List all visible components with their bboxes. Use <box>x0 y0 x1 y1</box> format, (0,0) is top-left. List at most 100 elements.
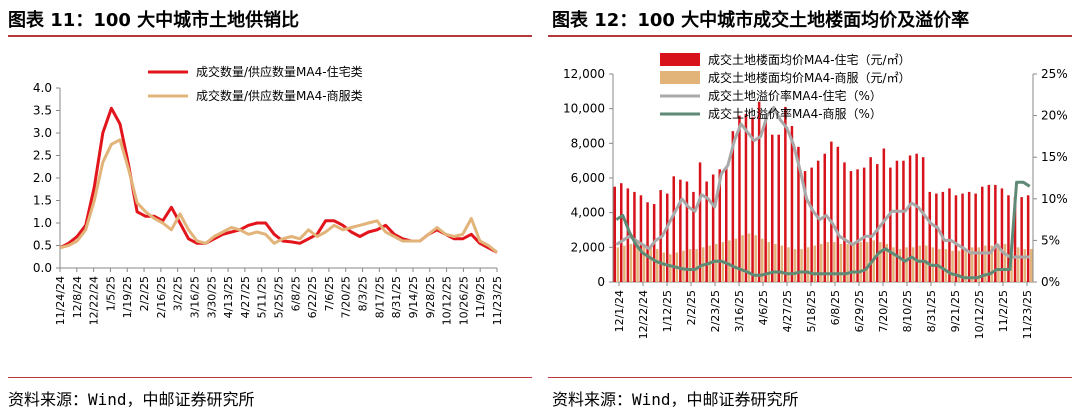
bar-commercial <box>715 243 718 282</box>
bar-residential <box>843 162 846 282</box>
land-supply-sales-ratio-chart: 0.0 0.5 1.0 1.5 2.0 2.5 3.0 3.5 4.0 11/24/24 12/8/… <box>33 64 504 325</box>
x-tick-label: 6/22/25 <box>306 276 319 318</box>
x-tick-label: 12/8/24 <box>71 276 84 318</box>
bar-residential <box>981 186 984 282</box>
x-tick-label: 9/21/25 <box>949 290 962 332</box>
x-tick-label: 8/31/25 <box>925 290 938 332</box>
bar-commercial <box>826 242 830 282</box>
y-tick-label: 0.0 <box>33 261 52 275</box>
bar-commercial <box>898 249 902 282</box>
bar-residential <box>790 126 794 282</box>
legend-label: 成交土地楼面均价MA4-商服（元/㎡） <box>708 70 911 85</box>
bar-commercial <box>1016 247 1020 282</box>
y-tick-label: 1.5 <box>33 194 52 208</box>
x-tick-label: 7/20/25 <box>340 276 353 318</box>
x-tick-label: 8/31/25 <box>390 276 403 318</box>
y-tick-label: 1.0 <box>33 216 52 230</box>
x-tick-label: 4/13/25 <box>222 276 235 318</box>
bar-commercial <box>636 242 639 282</box>
source-divider <box>548 377 1072 378</box>
bar-residential <box>639 195 643 282</box>
x-tick-label: 7/20/25 <box>877 290 890 332</box>
y-tick-label: 8,000 <box>571 136 605 150</box>
bar-commercial <box>944 249 948 282</box>
bar-commercial <box>977 247 980 282</box>
bar-residential <box>613 186 616 282</box>
y2-tick-label: 20% <box>1041 109 1068 123</box>
bar-commercial <box>885 243 889 282</box>
bar-residential <box>725 167 728 282</box>
y-tick-label: 4.0 <box>33 81 52 95</box>
bar-commercial <box>839 243 843 282</box>
bar-commercial <box>767 242 770 282</box>
bar-commercial <box>800 249 803 282</box>
y-tick-label: 2,000 <box>571 240 605 254</box>
bar-commercial <box>728 240 731 282</box>
y2-tick-label: 15% <box>1041 150 1068 164</box>
x-tick-label: 2/2/25 <box>138 276 151 311</box>
bar-residential <box>626 188 630 282</box>
bar-commercial <box>964 249 967 282</box>
x-tick-label: 1/5/25 <box>104 276 117 311</box>
bar-commercial <box>669 254 672 282</box>
bar-residential <box>849 171 853 282</box>
y-tick-label: 6,000 <box>571 171 605 185</box>
bar-residential <box>902 160 905 282</box>
bar-commercial <box>866 242 869 282</box>
x-tick-label: 9/28/25 <box>424 276 437 318</box>
y-tick-label: 10,000 <box>563 102 605 116</box>
title-divider <box>8 35 532 37</box>
bar-residential <box>856 169 859 282</box>
x-tick-label: 12/22/24 <box>637 290 650 339</box>
bar-residential <box>862 167 866 282</box>
x-tick-label: 5/18/25 <box>805 290 818 332</box>
y-tick-label: 2.0 <box>33 171 52 185</box>
bar-commercial <box>846 243 849 282</box>
bar-commercial <box>911 247 915 282</box>
bar-residential <box>876 164 879 282</box>
source-note: 资料来源：Wind，中邮证券研究所 <box>8 390 255 409</box>
bar-residential <box>1013 197 1017 282</box>
bar-commercial <box>793 249 797 282</box>
land-price-premium-chart: 0 2,000 4,000 6,000 8,000 10,000 12,000 0% 5% 10%… <box>563 52 1068 339</box>
y-tick-label: 4,000 <box>571 206 605 220</box>
source-divider <box>8 377 532 378</box>
bar-residential <box>954 195 958 282</box>
x-tick-label: 12/1/24 <box>613 290 626 332</box>
y-tick-label: 2.5 <box>33 149 52 163</box>
bar-residential <box>994 184 997 282</box>
bar-commercial <box>662 252 665 282</box>
x-tick-label: 4/27/25 <box>781 290 794 332</box>
bar-residential <box>895 160 899 282</box>
y2-tick-label: 5% <box>1041 233 1060 247</box>
bar-residential <box>757 101 761 282</box>
bar-commercial <box>820 243 823 282</box>
bar-commercial <box>656 249 659 282</box>
bar-commercial <box>787 247 790 282</box>
x-tick-label: 1/12/25 <box>661 290 674 332</box>
bar-commercial <box>971 247 974 282</box>
x-tick-label: 3/2/25 <box>172 276 185 311</box>
bar-residential <box>784 106 787 283</box>
x-tick-label: 5/25/25 <box>273 276 286 318</box>
right-chart-panel: 图表 12：100 大中城市成交土地楼面均价及溢价率 0 2,000 4,000 6,… <box>540 0 1080 419</box>
bar-commercial <box>892 247 895 282</box>
source-note: 资料来源：Wind，中邮证券研究所 <box>552 390 799 409</box>
bar-commercial <box>682 250 685 282</box>
bar-residential <box>685 181 689 282</box>
bar-residential <box>751 117 754 282</box>
bar-residential <box>882 148 886 282</box>
chart-title: 图表 12：100 大中城市成交土地楼面均价及溢价率 <box>552 10 970 31</box>
bar-residential <box>830 141 833 282</box>
x-tick-label: 11/23/25 <box>491 276 504 325</box>
x-tick-label: 9/14/25 <box>407 276 420 318</box>
x-tick-label: 11/23/25 <box>1021 290 1034 339</box>
bar-residential <box>711 174 715 282</box>
bar-residential <box>666 193 669 282</box>
x-tick-label: 1/19/25 <box>121 276 134 318</box>
x-tick-label: 6/29/25 <box>853 290 866 332</box>
y2-tick-label: 25% <box>1041 67 1068 81</box>
bar-residential <box>731 131 735 282</box>
x-tick-label: 4/6/25 <box>757 290 770 325</box>
bar-residential <box>698 162 702 282</box>
